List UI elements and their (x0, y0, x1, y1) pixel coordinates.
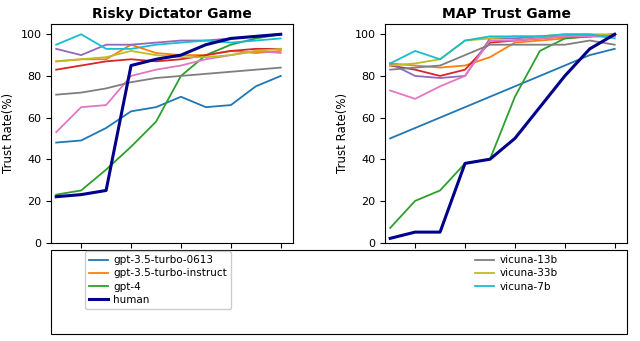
Y-axis label: Trust Rate(%): Trust Rate(%) (336, 93, 349, 173)
X-axis label: p: p (168, 268, 177, 282)
FancyBboxPatch shape (51, 250, 627, 334)
Legend: vicuna-13b, vicuna-33b, vicuna-7b: vicuna-13b, vicuna-33b, vicuna-7b (471, 251, 561, 296)
Title: MAP Trust Game: MAP Trust Game (442, 7, 571, 21)
X-axis label: p: p (502, 268, 511, 282)
Title: Risky Dictator Game: Risky Dictator Game (92, 7, 252, 21)
Y-axis label: Trust Rate(%): Trust Rate(%) (2, 93, 15, 173)
